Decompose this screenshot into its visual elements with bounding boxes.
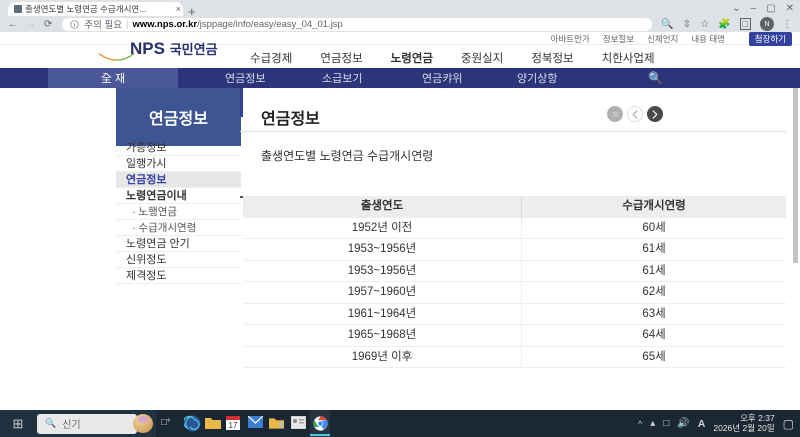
svg-text:17: 17 xyxy=(229,421,238,430)
